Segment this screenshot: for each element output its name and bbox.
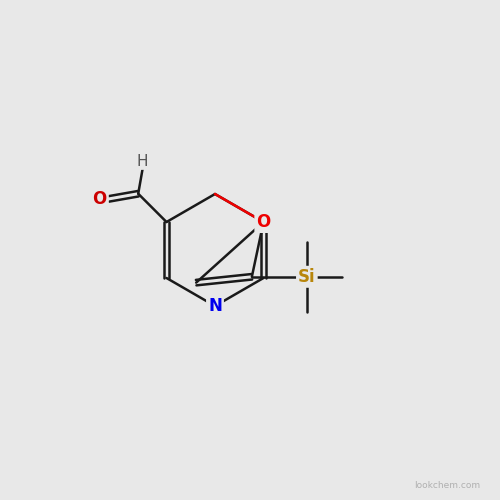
- Text: O: O: [92, 190, 107, 208]
- Text: O: O: [256, 213, 270, 231]
- Text: lookchem.com: lookchem.com: [414, 481, 480, 490]
- Text: N: N: [208, 297, 222, 315]
- Text: Si: Si: [298, 268, 316, 286]
- Text: H: H: [137, 154, 148, 169]
